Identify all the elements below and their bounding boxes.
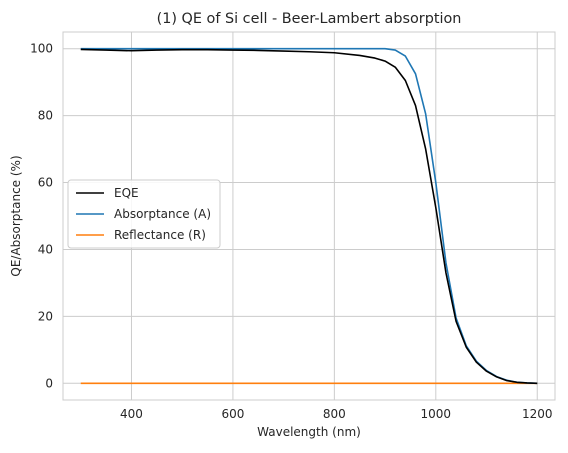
legend-label: Reflectance (R) (114, 228, 206, 242)
series-group (80, 47, 538, 385)
legend-frame (67, 179, 221, 249)
plot-frame (62, 31, 556, 401)
y-tick-label: 40 (38, 242, 53, 256)
legend-label: EQE (114, 186, 139, 200)
ticks: 400 600 800 1000 1200 0 20 40 60 80 100 (30, 42, 552, 421)
series-line-0 (80, 48, 538, 385)
y-tick-label: 100 (30, 42, 53, 56)
x-tick-label: 1000 (421, 407, 452, 421)
legend-label: Absorptance (A) (114, 207, 211, 221)
legend: EQE Absorptance (A) Reflectance (R) (67, 179, 221, 249)
x-tick-label: 1200 (522, 407, 553, 421)
y-tick-label: 60 (38, 176, 53, 190)
y-tick-label: 0 (45, 376, 53, 390)
chart-title: (1) QE of Si cell - Beer-Lambert absorpt… (157, 11, 462, 27)
x-tick-label: 800 (323, 407, 346, 421)
x-tick-label: 400 (120, 407, 143, 421)
y-tick-label: 20 (38, 309, 53, 323)
y-axis-title: QE/Absorptance (%) (9, 155, 23, 276)
x-axis-title: Wavelength (nm) (257, 425, 361, 439)
y-tick-label: 80 (38, 109, 53, 123)
x-tick-label: 600 (221, 407, 244, 421)
